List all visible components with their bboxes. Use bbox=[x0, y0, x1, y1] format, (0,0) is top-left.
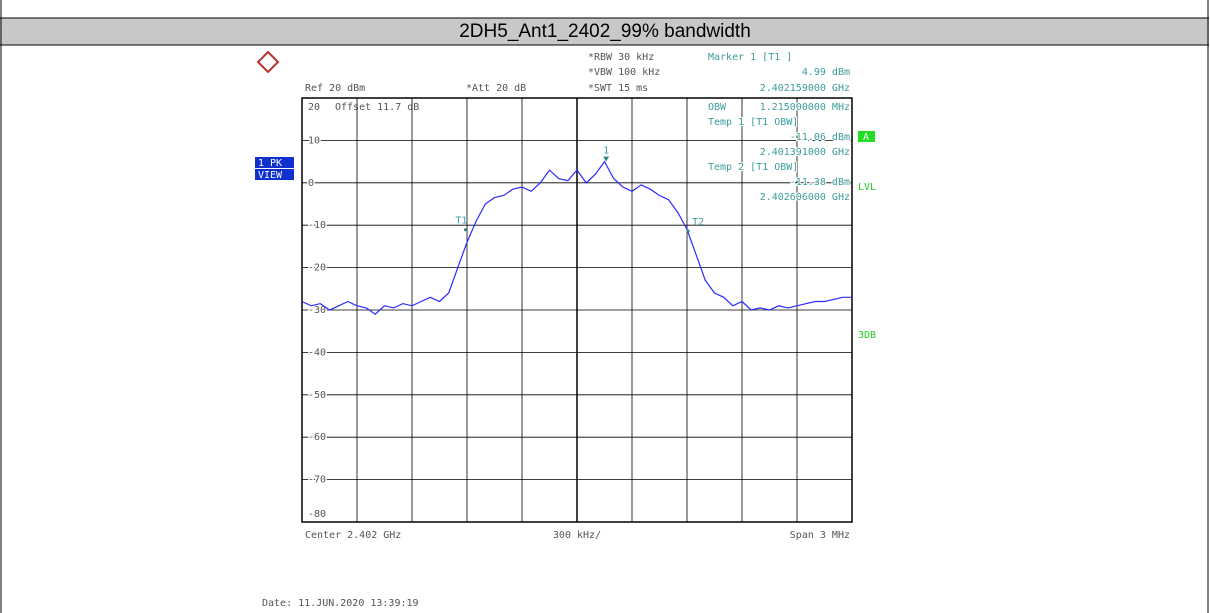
vbw: *VBW 100 kHz bbox=[588, 67, 660, 78]
date: Date: 11.JUN.2020 13:39:19 bbox=[262, 598, 419, 609]
marker bbox=[686, 229, 690, 233]
readout: Temp 1 [T1 OBW] bbox=[708, 117, 798, 128]
title: 2DH5_Ant1_2402_99% bandwidth bbox=[459, 21, 751, 42]
badge-text: A bbox=[863, 132, 869, 143]
marker bbox=[603, 156, 610, 162]
offset: Offset 11.7 dB bbox=[335, 102, 419, 113]
y-tick-label: 20 bbox=[308, 102, 320, 113]
db3: 3DB bbox=[858, 330, 876, 341]
readout: 2.402606000 GHz bbox=[760, 192, 850, 203]
readout: Temp 2 [T1 OBW] bbox=[708, 162, 798, 173]
readout: 1.215000000 MHz bbox=[760, 102, 850, 113]
y-tick-label: -60 bbox=[308, 432, 326, 443]
badge bbox=[858, 131, 875, 142]
readout: 2.402159000 GHz bbox=[760, 83, 850, 94]
y-tick-label: -20 bbox=[308, 263, 326, 274]
marker-label: T2 bbox=[692, 217, 704, 228]
badge-text: VIEW bbox=[258, 170, 283, 181]
y-tick-label: 10 bbox=[308, 135, 320, 146]
span: Span 3 MHz bbox=[790, 530, 850, 541]
badge bbox=[255, 169, 294, 180]
marker bbox=[463, 228, 467, 232]
rs-logo bbox=[256, 50, 280, 74]
y-tick-label: -40 bbox=[308, 347, 326, 358]
marker-label: 1 bbox=[603, 146, 609, 157]
readout: 2.401391000 GHz bbox=[760, 147, 850, 158]
swt: *SWT 15 ms bbox=[588, 83, 648, 94]
div: 300 kHz/ bbox=[553, 530, 601, 541]
readout: 4.99 dBm bbox=[802, 67, 850, 78]
badge-text: 1 PK bbox=[258, 158, 282, 169]
y-tick-label: -70 bbox=[308, 475, 326, 486]
header-bar bbox=[0, 18, 1209, 45]
y-tick-label: -10 bbox=[308, 220, 326, 231]
y-tick-label: -80 bbox=[308, 509, 326, 520]
badge bbox=[255, 157, 294, 168]
readout: OBW bbox=[708, 102, 727, 113]
rbw: *RBW 30 kHz bbox=[588, 52, 654, 63]
readout: Marker 1 [T1 ] bbox=[708, 52, 792, 63]
lvl: LVL bbox=[858, 182, 876, 193]
att: *Att 20 dB bbox=[466, 83, 526, 94]
ref: Ref 20 dBm bbox=[305, 83, 365, 94]
y-tick-label: 0 bbox=[308, 178, 314, 189]
marker-label: T1 bbox=[455, 216, 467, 227]
readout: -11.06 dBm bbox=[790, 132, 850, 143]
center: Center 2.402 GHz bbox=[305, 530, 401, 541]
y-tick-label: -50 bbox=[308, 390, 326, 401]
trace bbox=[301, 160, 852, 315]
y-tick-label: -30 bbox=[308, 305, 326, 316]
readout: -11.38 dBm bbox=[790, 177, 850, 188]
